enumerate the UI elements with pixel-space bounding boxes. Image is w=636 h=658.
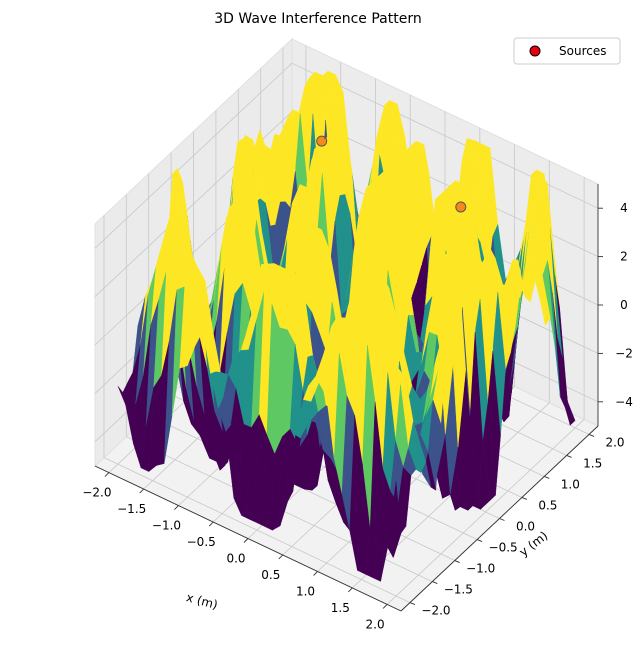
x-tick-label: −1.5 bbox=[117, 502, 146, 516]
x-tick bbox=[313, 571, 318, 576]
x-tick-label: 2.0 bbox=[366, 617, 385, 631]
x-tick-label: −2.0 bbox=[82, 486, 111, 500]
x-tick-label: 1.5 bbox=[331, 601, 350, 615]
chart-title: 3D Wave Interference Pattern bbox=[214, 11, 421, 27]
z-tick-label: −2 bbox=[615, 346, 633, 360]
surface bbox=[117, 70, 576, 582]
grid-line-x bbox=[386, 177, 585, 605]
x-tick-label: 1.0 bbox=[296, 585, 315, 599]
source-point-1 bbox=[316, 135, 328, 147]
x-tick bbox=[382, 604, 388, 609]
x-tick-label: −0.5 bbox=[187, 535, 216, 549]
z-tick-label: 0 bbox=[620, 298, 628, 312]
y-tick bbox=[566, 455, 572, 458]
y-tick bbox=[409, 602, 416, 606]
z-tick-label: 4 bbox=[620, 201, 628, 215]
legend-label-sources: Sources bbox=[559, 44, 606, 58]
surface-patch bbox=[388, 481, 402, 559]
y-tick-label: 0.5 bbox=[538, 499, 557, 513]
y-tick-label: 1.0 bbox=[561, 478, 580, 492]
y-tick bbox=[454, 560, 460, 563]
x-tick bbox=[139, 488, 145, 494]
y-tick bbox=[521, 497, 528, 500]
y-tick-label: −2.0 bbox=[421, 604, 450, 618]
grid-line-y bbox=[125, 194, 433, 582]
z-tick-label: 2 bbox=[620, 250, 628, 264]
sources bbox=[316, 135, 467, 213]
y-tick-label: 1.5 bbox=[583, 456, 602, 470]
grid-line-z bbox=[94, 62, 599, 249]
y-tick-label: 2.0 bbox=[605, 435, 624, 449]
x-tick-label: 0.0 bbox=[226, 552, 245, 566]
z-tick-label: −4 bbox=[615, 395, 633, 409]
y-tick bbox=[588, 433, 595, 437]
legend-frame bbox=[513, 37, 621, 65]
y-tick bbox=[499, 518, 505, 521]
y-tick bbox=[476, 539, 483, 542]
y-tick bbox=[432, 581, 438, 584]
x-tick bbox=[243, 538, 249, 543]
x-tick-label: 0.5 bbox=[261, 568, 280, 582]
y-tick-label: −0.5 bbox=[489, 541, 518, 555]
x-tick bbox=[278, 554, 284, 560]
source-point-2 bbox=[455, 201, 467, 213]
y-tick-label: 0.0 bbox=[516, 520, 535, 534]
y-tick-label: −1.0 bbox=[466, 562, 495, 576]
x-tick bbox=[174, 505, 179, 510]
x-tick bbox=[347, 587, 353, 593]
legend-marker-sources bbox=[529, 45, 541, 57]
legend: Sources bbox=[513, 37, 621, 65]
x-axis-label: x (m) bbox=[185, 590, 220, 612]
x-tick bbox=[104, 472, 110, 477]
grid-line-y bbox=[103, 215, 411, 603]
x-tick-label: −1.0 bbox=[152, 519, 181, 533]
y-tick bbox=[544, 476, 550, 479]
y-tick-label: −1.5 bbox=[444, 583, 473, 597]
axes: −2.0−1.5−1.0−0.50.00.51.01.52.0−2.0−1.5−… bbox=[82, 184, 633, 631]
x-tick bbox=[208, 521, 214, 527]
